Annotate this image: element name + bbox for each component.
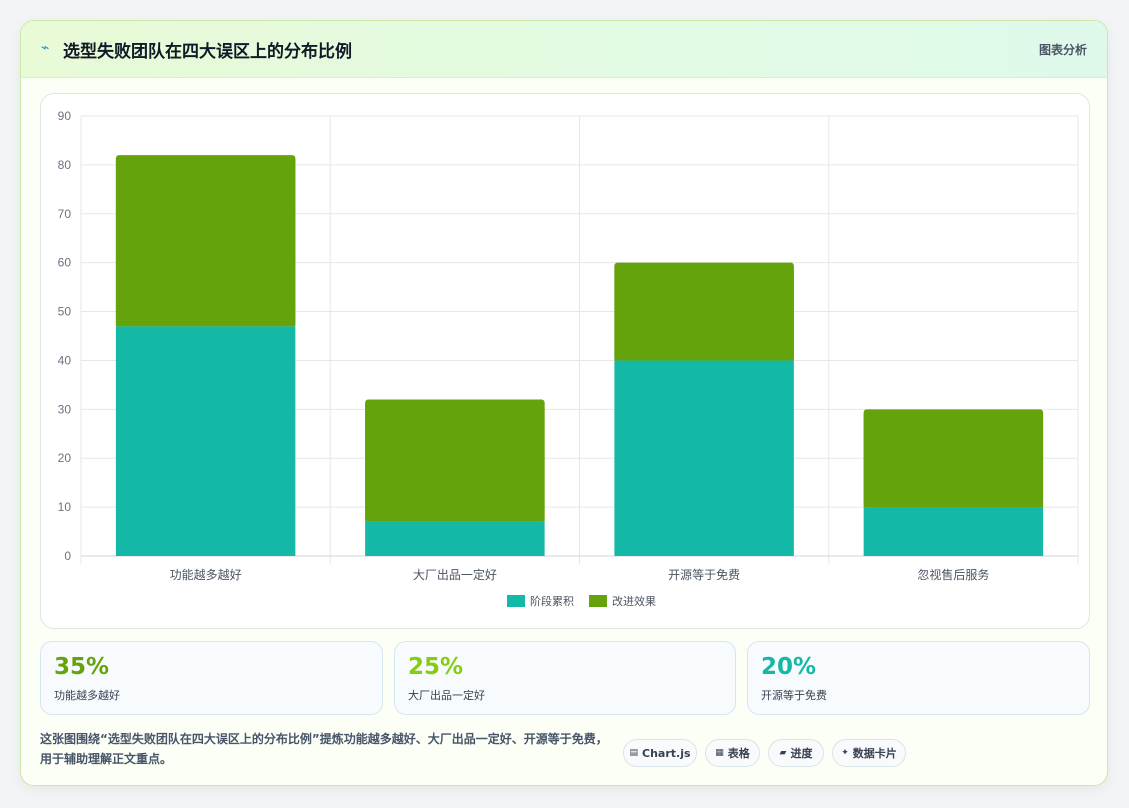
x-tick-label: 大厂出品一定好: [413, 567, 497, 582]
chart-analysis-tag: 图表分析: [1038, 43, 1087, 57]
y-tick-label: 50: [58, 305, 72, 319]
legend-label: 阶段累积: [530, 594, 574, 608]
y-tick-label: 60: [58, 256, 72, 270]
y-tick-label: 20: [58, 451, 72, 465]
bar-segment: [115, 326, 296, 556]
stat-value: 25%: [408, 654, 464, 680]
chartjs-tag: ▤ Chart.js: [623, 739, 697, 767]
y-tick-label: 0: [64, 549, 71, 563]
data-card-tag: ✦ 数据卡片: [832, 739, 906, 767]
stat-label: 大厂出品一定好: [408, 689, 485, 702]
sparkle-icon: ✦: [841, 748, 849, 758]
card-header: ⌁ 选型失败团队在四大误区上的分布比例 图表分析: [21, 21, 1107, 78]
x-tick-label: 开源等于免费: [668, 567, 740, 582]
chart-card: ⌁ 选型失败团队在四大误区上的分布比例 图表分析 0 10 20 30 40 50 60 70…: [20, 20, 1108, 786]
pill-label: 表格: [727, 747, 750, 760]
stat-value: 20%: [761, 654, 817, 680]
legend-label: 改进效果: [612, 594, 656, 608]
bar-segment: [614, 360, 794, 556]
progress-tag: ▰ 进度: [768, 739, 824, 767]
x-tick-label: 功能越多越好: [170, 568, 242, 582]
pill-label: 数据卡片: [852, 747, 897, 760]
x-tick-label: 忽视售后服务: [917, 567, 989, 582]
pill-label: Chart.js: [642, 746, 691, 760]
bar-segment-fill: [365, 403, 545, 522]
legend-swatch: [507, 595, 525, 607]
chart-icon: ▤: [629, 748, 638, 758]
legend-swatch: [589, 595, 607, 607]
table-tag: ▦ 表格: [705, 739, 760, 767]
bar-segment-fill: [614, 266, 794, 361]
bar-segment: [863, 507, 1044, 556]
pill-label: 进度: [790, 747, 813, 760]
stat-card: 25% 大厂出品一定好: [394, 641, 736, 715]
y-tick-label: 70: [58, 207, 72, 221]
y-tick-label: 80: [58, 158, 72, 172]
chart-title: 选型失败团队在四大误区上的分布比例: [63, 42, 352, 62]
bar-segment-fill: [863, 413, 1044, 508]
y-tick-label: 90: [58, 109, 72, 123]
progress-icon: ▰: [779, 748, 787, 758]
y-tick-label: 10: [58, 500, 72, 514]
y-tick-label: 30: [58, 402, 72, 416]
bar-segment: [365, 521, 545, 556]
stat-card: 20% 开源等于免费: [747, 641, 1090, 715]
stat-label: 功能越多越好: [54, 689, 120, 702]
chart-description: 这张图围绕“选型失败团队在四大误区上的分布比例”提炼功能越多越好、大厂出品一定好…: [40, 732, 608, 766]
stat-label: 开源等于免费: [761, 689, 827, 702]
lightning-icon: ⌁: [41, 40, 50, 56]
chart-container: 0 10 20 30 40 50 60 70 80 90 功能越多越好 大厂出品一定好 开源等于免费 忽视…: [40, 93, 1090, 629]
y-tick-label: 40: [58, 353, 72, 367]
stat-value: 35%: [54, 654, 110, 680]
stat-card: 35% 功能越多越好: [40, 641, 383, 715]
table-icon: ▦: [715, 748, 724, 758]
stacked-bar-chart: 0 10 20 30 40 50 60 70 80 90 功能越多越好 大厂出品一定好 开源等于免费 忽视…: [58, 109, 1079, 608]
bar-segment-fill: [115, 159, 296, 327]
